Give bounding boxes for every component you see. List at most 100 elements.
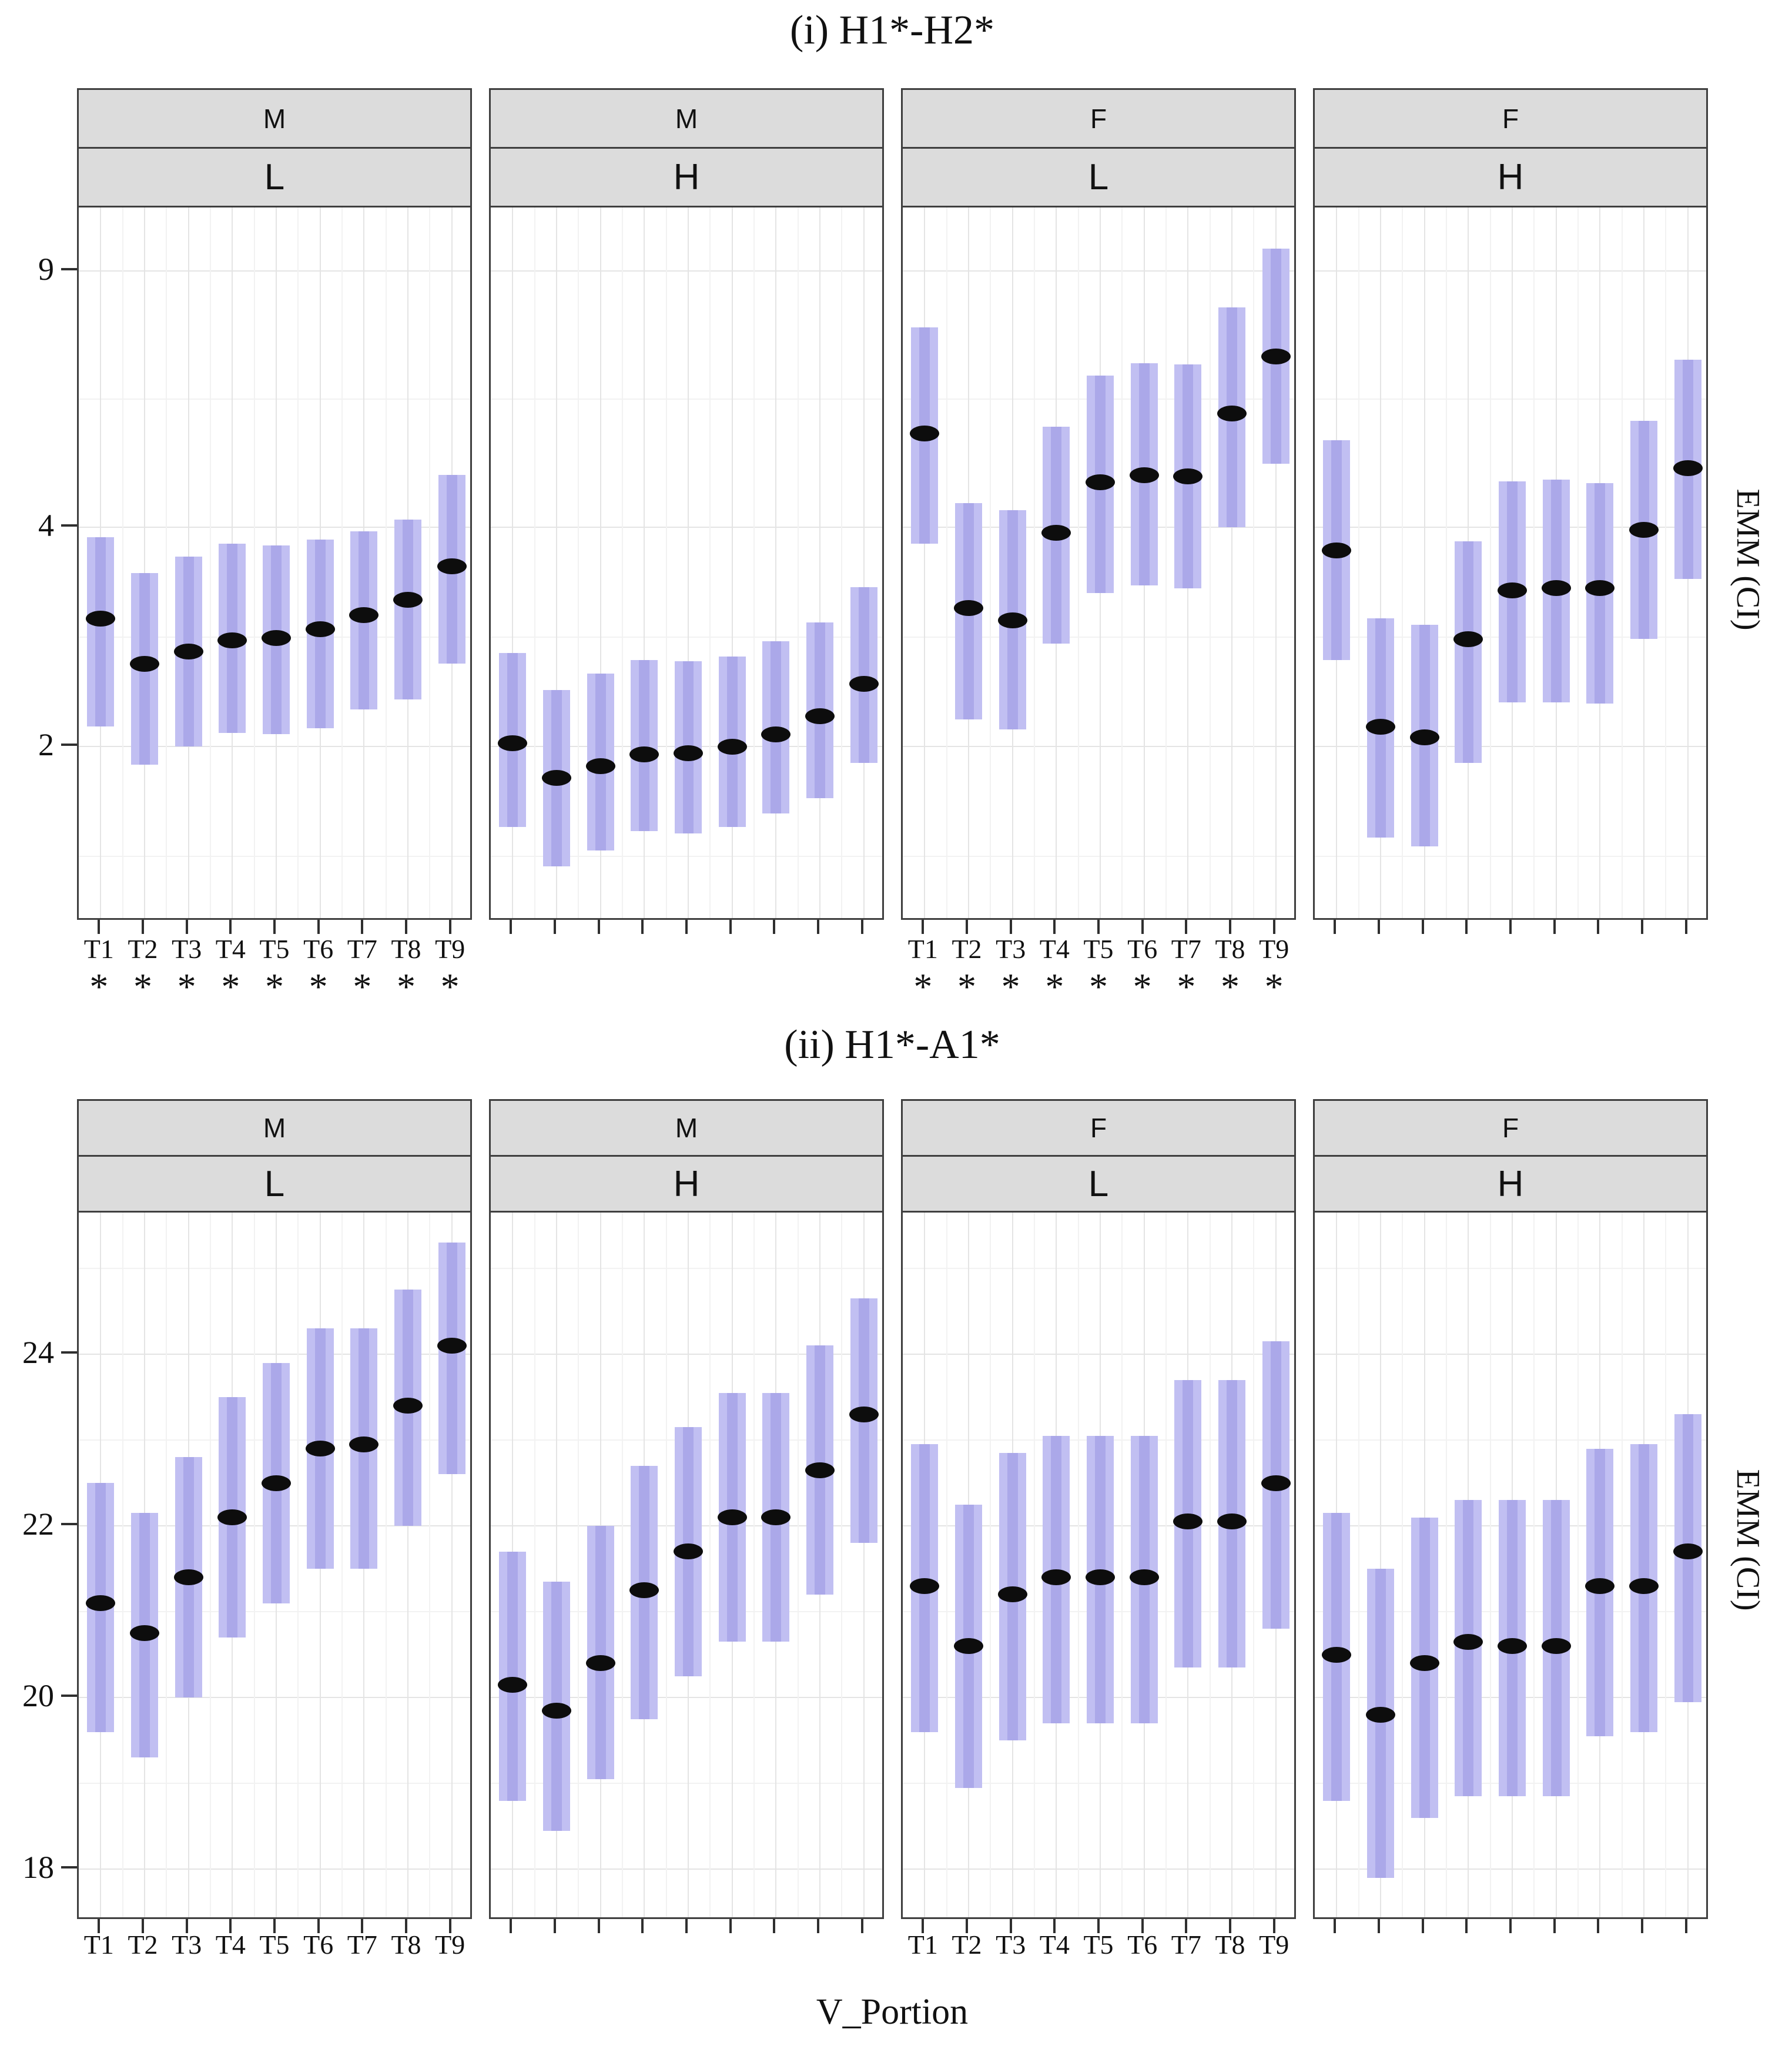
facet-header-sex: F xyxy=(901,1099,1296,1157)
x-tick xyxy=(317,920,320,934)
grid-line-minor xyxy=(622,1213,623,1917)
grid-line-major xyxy=(903,1868,1294,1870)
ci-bar xyxy=(394,520,421,700)
grid-line-minor xyxy=(166,207,168,918)
x-tick xyxy=(1465,1919,1468,1933)
x-tick xyxy=(1141,920,1144,934)
estimate-dot xyxy=(849,675,879,692)
grid-line-minor xyxy=(491,636,882,638)
x-tick xyxy=(597,920,600,934)
estimate-dot xyxy=(1217,406,1247,422)
grid-line-minor xyxy=(1577,207,1579,918)
grid-line-minor xyxy=(1165,207,1167,918)
chart2-title: (ii) H1*-A1* xyxy=(784,1022,1000,1067)
estimate-dot xyxy=(1322,1646,1352,1663)
x-tick xyxy=(1272,920,1275,934)
grid-line-minor xyxy=(1533,1213,1535,1917)
facet-header-sex: M xyxy=(489,1099,884,1157)
facet-panel xyxy=(489,206,884,920)
x-tick-label: T9 xyxy=(435,1930,465,1960)
x-tick xyxy=(1641,1919,1643,1933)
grid-line-minor xyxy=(903,636,1294,638)
x-tick xyxy=(185,920,188,934)
x-tick xyxy=(1684,1919,1687,1933)
facet-header-register: L xyxy=(901,1155,1296,1213)
facet-header-sex: F xyxy=(901,88,1296,149)
facet-header-register: L xyxy=(77,147,472,207)
grid-line-minor xyxy=(122,1213,123,1917)
grid-line-major xyxy=(556,1213,557,1917)
estimate-dot xyxy=(761,1509,791,1525)
x-tick xyxy=(361,1919,364,1933)
significance-asterisk: * xyxy=(1133,966,1152,1007)
grid-line-minor xyxy=(903,855,1294,857)
x-tick-label: T5 xyxy=(259,1930,290,1960)
significance-asterisk: * xyxy=(1264,966,1284,1007)
significance-asterisk: * xyxy=(309,966,328,1007)
x-tick xyxy=(641,1919,644,1933)
x-tick xyxy=(1378,1919,1380,1933)
x-tick-label: T3 xyxy=(996,934,1026,964)
estimate-dot xyxy=(173,1569,203,1586)
estimate-dot xyxy=(130,655,159,672)
x-tick xyxy=(729,920,732,934)
x-tick xyxy=(510,1919,513,1933)
significance-asterisk: * xyxy=(440,966,460,1007)
grid-line-major xyxy=(863,1213,865,1917)
x-tick xyxy=(773,1919,776,1933)
estimate-dot xyxy=(1322,542,1352,558)
grid-line-minor xyxy=(903,1783,1294,1784)
grid-line-minor xyxy=(297,207,299,918)
estimate-dot xyxy=(1498,582,1527,598)
significance-asterisk: * xyxy=(221,966,240,1007)
estimate-dot xyxy=(1629,521,1659,538)
x-tick xyxy=(1334,1919,1337,1933)
estimate-dot xyxy=(217,632,247,648)
grid-line-major xyxy=(407,1213,408,1917)
grid-line-minor xyxy=(946,207,947,918)
grid-line-minor xyxy=(841,207,843,918)
x-tick xyxy=(1272,1919,1275,1933)
grid-line-minor xyxy=(709,207,711,918)
chart1-title: (i) H1*-H2* xyxy=(790,8,994,53)
x-tick-label: T7 xyxy=(347,1930,377,1960)
grid-line-minor xyxy=(1121,207,1123,918)
estimate-dot xyxy=(717,1509,747,1525)
x-tick-label: T5 xyxy=(259,934,290,964)
facet-header-sex: M xyxy=(77,1099,472,1157)
estimate-dot xyxy=(910,426,940,442)
x-tick-label: T1 xyxy=(907,934,938,964)
x-tick xyxy=(142,1919,144,1933)
estimate-dot xyxy=(997,1586,1027,1603)
estimate-dot xyxy=(498,1676,528,1693)
x-tick-label: T6 xyxy=(1127,934,1158,964)
estimate-dot xyxy=(1173,468,1203,485)
grid-line-major xyxy=(731,207,733,918)
estimate-dot xyxy=(1453,631,1483,647)
facet-panel xyxy=(1313,206,1708,920)
grid-line-minor xyxy=(1446,1213,1447,1917)
grid-line-minor xyxy=(385,1213,387,1917)
x-tick-label: T3 xyxy=(172,934,202,964)
x-tick-label: T3 xyxy=(172,1930,202,1960)
significance-asterisk: * xyxy=(1045,966,1064,1007)
x-tick-label: T6 xyxy=(303,1930,334,1960)
ci-bar xyxy=(850,587,877,763)
grid-line-minor xyxy=(1533,207,1535,918)
x-tick xyxy=(641,920,644,934)
grid-line-major xyxy=(491,270,882,272)
x-tick xyxy=(1185,1919,1188,1933)
ci-bar xyxy=(499,1551,527,1801)
estimate-dot xyxy=(498,735,528,752)
facet-panel xyxy=(1313,1211,1708,1919)
x-tick xyxy=(1097,1919,1100,1933)
estimate-dot xyxy=(1086,1569,1115,1586)
y-tick-label: 20 xyxy=(22,1678,54,1714)
x-tick-label: T8 xyxy=(1215,1930,1245,1960)
estimate-dot xyxy=(585,758,615,775)
significance-asterisk: * xyxy=(1089,966,1108,1007)
grid-line-major xyxy=(491,1868,882,1870)
grid-line-minor xyxy=(1253,207,1255,918)
grid-line-major xyxy=(903,270,1294,272)
